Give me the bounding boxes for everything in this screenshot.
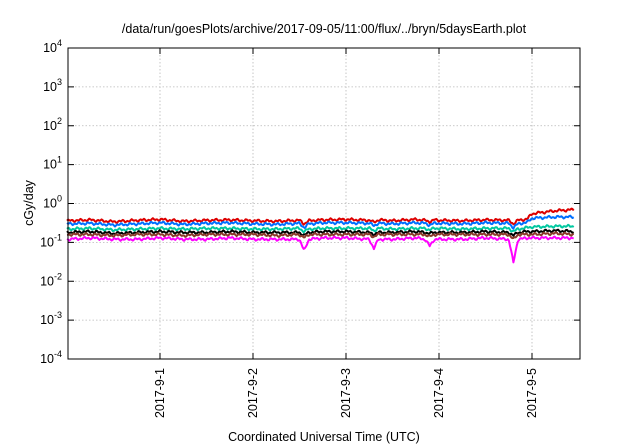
y-tick-label: 101 (43, 155, 62, 172)
y-tick-label: 10-1 (40, 232, 62, 249)
plot-frame (67, 47, 581, 360)
x-tick-label: 2017-9-1 (153, 368, 167, 418)
y-tick-label: 10-2 (40, 271, 62, 288)
y-tick-label: 102 (43, 116, 62, 133)
y-tick-label: 103 (43, 77, 62, 94)
x-tick-label: 2017-9-4 (432, 368, 446, 418)
y-tick-base: 10 (40, 352, 54, 366)
y-tick-label: 100 (43, 194, 62, 211)
x-tick-labels: 2017-9-1 2017-9-2 2017-9-3 2017-9-4 2017-9-5 (153, 368, 539, 418)
y-tick-exponent: 3 (57, 77, 62, 87)
series-line (66, 207, 575, 226)
series-line (66, 214, 575, 230)
series-line (66, 231, 575, 240)
y-tick-exponent: 1 (57, 155, 62, 165)
series-line (66, 223, 575, 234)
y-tick-exponent: -3 (54, 310, 62, 320)
y-tick-base: 10 (40, 274, 54, 288)
chart-title: /data/run/goesPlots/archive/2017-09-05/1… (122, 22, 527, 36)
y-tick-exponent: -2 (54, 271, 62, 281)
x-tick-label: 2017-9-2 (246, 368, 260, 418)
y-tick-exponent: 4 (57, 38, 62, 48)
y-tick-exponent: -1 (54, 232, 62, 242)
y-tick-base: 10 (43, 41, 57, 55)
series-line (66, 228, 575, 237)
y-tick-exponent: -4 (54, 349, 62, 359)
y-tick-label: 104 (43, 38, 62, 55)
x-tick-label: 2017-9-5 (525, 368, 539, 418)
y-axis-label: cGy/day (22, 179, 36, 226)
y-tick-base: 10 (40, 313, 54, 327)
y-tick-base: 10 (40, 235, 54, 249)
y-tick-base: 10 (43, 80, 57, 94)
y-tick-exponent: 2 (57, 116, 62, 126)
y-tick-exponent: 0 (57, 194, 62, 204)
series-lines (66, 207, 575, 264)
y-tick-base: 10 (43, 197, 57, 211)
x-axis-label: Coordinated Universal Time (UTC) (228, 430, 420, 444)
y-tick-label: 10-4 (40, 349, 62, 366)
y-tick-label: 10-3 (40, 310, 62, 327)
series-line (66, 235, 574, 264)
x-tick-label: 2017-9-3 (339, 368, 353, 418)
grid (68, 47, 580, 360)
y-tick-base: 10 (43, 119, 57, 133)
y-tick-base: 10 (43, 158, 57, 172)
